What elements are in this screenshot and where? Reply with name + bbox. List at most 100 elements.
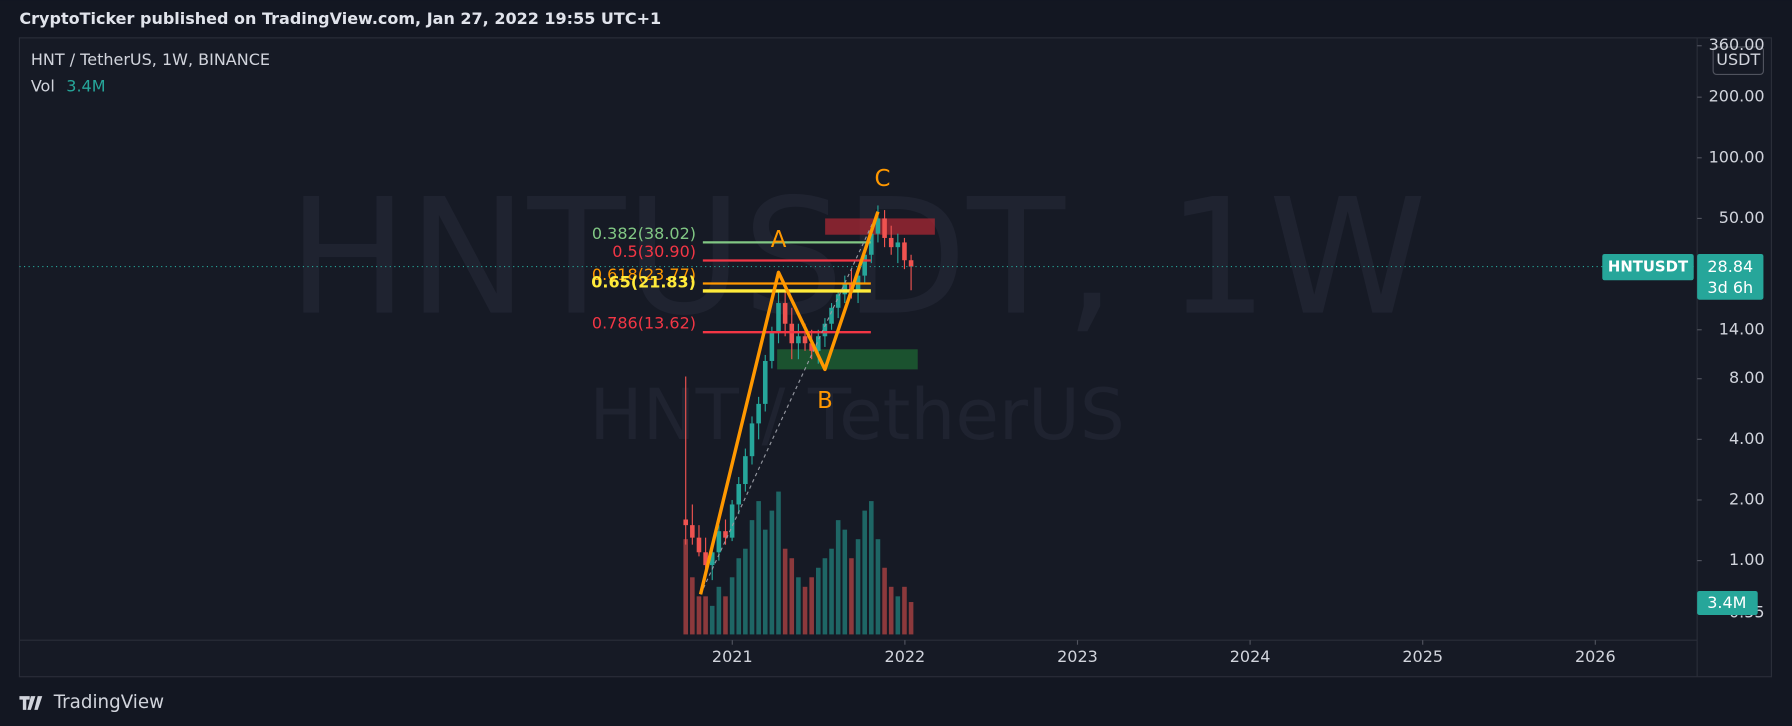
volume-bar [716, 586, 722, 635]
fib-label: 0.65(21.83) [591, 272, 696, 291]
candle-body [908, 260, 914, 267]
price-tag-countdown: 3d 6h [1707, 278, 1753, 297]
symbol-tag-label: HNTUSDT [1608, 258, 1689, 276]
plot: 0.382(38.02)0.5(30.90) 0.618(23.77)0.65(2… [591, 166, 935, 635]
volume-bar [888, 586, 894, 635]
y-tick-label: 1.00 [1729, 550, 1765, 569]
y-tick-label: 360.00 [1709, 35, 1765, 54]
y-tick-label: 100.00 [1709, 147, 1765, 166]
volume-bar [855, 539, 861, 635]
candle-body [690, 525, 695, 538]
volume-bar [908, 602, 914, 635]
fib-label: 0.382(38.02) [592, 224, 696, 243]
candle-body [769, 332, 775, 361]
fib-label: 0.5(30.90) [612, 242, 696, 261]
candle-body [696, 537, 702, 553]
price-tag-value: 28.84 [1707, 257, 1753, 276]
candle-body [729, 504, 735, 538]
x-tick-label: 2024 [1230, 647, 1271, 666]
candle-body [782, 303, 788, 324]
y-tick-label: 4.00 [1729, 429, 1765, 448]
volume-bar [782, 548, 788, 635]
volume-bar [822, 558, 828, 635]
zone [777, 349, 918, 370]
volume-bar [703, 596, 708, 635]
volume-bar [809, 577, 814, 635]
vol-legend-label: Vol [31, 77, 55, 96]
symbol-legend: HNT / TetherUS, 1W, BINANCE [31, 50, 270, 69]
candle-body [802, 336, 808, 344]
publisher: CryptoTicker published on TradingView.co… [19, 9, 661, 28]
volume-bar [849, 558, 854, 635]
candle-body [743, 456, 748, 485]
volume-bar [723, 596, 728, 635]
candle-body [723, 531, 728, 538]
x-tick-label: 2026 [1575, 647, 1616, 666]
volume-bar [736, 558, 742, 635]
candle-body [902, 242, 907, 261]
y-tick-label: 14.00 [1719, 319, 1765, 338]
volume-bar [709, 605, 715, 635]
volume-bar [696, 596, 702, 635]
candle-body [796, 336, 801, 344]
volume-bar [875, 539, 881, 635]
symbol-tag [1602, 253, 1694, 281]
volume-bar [895, 596, 901, 635]
candle-body [882, 218, 887, 238]
candle-body [869, 233, 874, 255]
candle-body [888, 237, 894, 248]
candle-body [809, 343, 814, 351]
candle-body [822, 323, 828, 337]
wave-label: B [817, 388, 833, 414]
y-tick-label: 50.00 [1719, 208, 1765, 227]
volume-bar [869, 501, 874, 635]
currency: USDT [1716, 50, 1760, 69]
candle-body [709, 552, 715, 566]
wave [698, 211, 880, 595]
x-tick-label: 2025 [1402, 647, 1443, 666]
vol-legend-value: 3.4M [66, 77, 105, 96]
volume-bar [743, 548, 748, 635]
brand: TradingView [53, 692, 164, 713]
watermark: HNTUSDT, 1W HNT / TetherUS [288, 164, 1427, 456]
volume-bar [882, 567, 887, 635]
volume-bar [729, 577, 735, 635]
volume-bar [756, 501, 761, 635]
candle-body [816, 336, 821, 351]
candle-body [829, 307, 834, 324]
candle-body [762, 360, 768, 404]
volume-bar [862, 510, 867, 635]
volume-bar [802, 586, 808, 635]
candle-body [776, 303, 781, 333]
trend-dashed [700, 211, 879, 595]
candle-body [862, 254, 867, 276]
candle-body [789, 323, 795, 344]
watermark-sub: HNT / TetherUS [589, 373, 1124, 456]
volume-bar [789, 558, 795, 635]
volume-bar [749, 520, 755, 635]
x-tick-label: 2023 [1057, 647, 1098, 666]
volume-bar [842, 529, 848, 635]
currency-box [1712, 46, 1764, 75]
candle-body [842, 282, 848, 295]
candle-body [736, 484, 742, 505]
volume-bar [683, 539, 688, 635]
volume-bar [776, 491, 781, 635]
volume-bar [690, 577, 695, 635]
logo [19, 696, 43, 710]
wave-label: A [771, 227, 787, 253]
candle-body [683, 519, 688, 526]
candle-body [875, 218, 881, 234]
y-tick-label: 2.00 [1729, 489, 1765, 508]
candle-body [703, 552, 708, 566]
volume-bar [762, 529, 768, 635]
footer: TradingView [19, 692, 164, 713]
volume-bar [835, 520, 841, 635]
candle-body [716, 531, 722, 553]
candle-body [756, 403, 761, 424]
volume-bar [796, 577, 801, 635]
price-tag [1697, 253, 1764, 300]
wave-label: C [875, 166, 891, 192]
